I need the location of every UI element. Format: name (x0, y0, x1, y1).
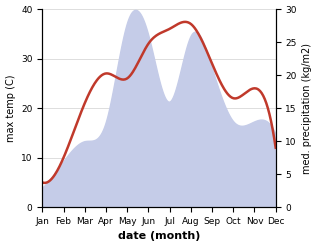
Y-axis label: max temp (C): max temp (C) (5, 74, 16, 142)
Y-axis label: med. precipitation (kg/m2): med. precipitation (kg/m2) (302, 43, 313, 174)
X-axis label: date (month): date (month) (118, 231, 200, 242)
